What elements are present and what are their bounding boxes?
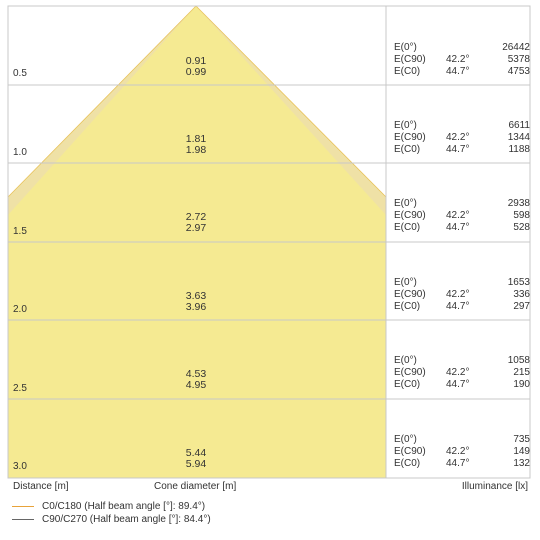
illuminance-block: E(0°) 2938 E(C90) 42.2° 598 E(C0) 44.7° 528 — [394, 198, 530, 234]
cone-diameter-c90: 2.97 — [185, 222, 207, 234]
distance-label: 1.5 — [13, 226, 27, 237]
ec0-angle: 44.7° — [446, 66, 470, 77]
illuminance-block: E(0°) 1653 E(C90) 42.2° 336 E(C0) 44.7° 297 — [394, 277, 530, 313]
ec0-value: 190 — [513, 379, 530, 390]
cone-diameter-values: 0.91 0.99 — [166, 56, 226, 78]
legend-text-c90-c270: C90/C270 (Half beam angle [°]: 84.4°) — [42, 514, 211, 525]
ec0-angle: 44.7° — [446, 222, 470, 233]
e0-label: E(0°) — [394, 120, 417, 131]
cone-diameter-values: 5.44 5.94 — [166, 448, 226, 470]
illuminance-block: E(0°) 735 E(C90) 42.2° 149 E(C0) 44.7° 132 — [394, 434, 530, 470]
e0-value: 1653 — [507, 277, 530, 288]
cone-edge-right-c0 — [195, 5, 387, 198]
e0-value: 1058 — [507, 355, 530, 366]
ec0-label: E(C0) — [394, 66, 421, 77]
cone-diameter-c90: 3.96 — [185, 301, 207, 313]
ec90-angle: 42.2° — [446, 446, 470, 457]
cone-diameter-values: 4.53 4.95 — [166, 369, 226, 391]
cone-diameter-c90: 4.95 — [185, 379, 207, 391]
ec90-value: 215 — [513, 367, 530, 378]
cone-diameter-c90: 0.99 — [185, 66, 207, 78]
distance-label: 1.0 — [13, 147, 27, 158]
cone-diameter-c0: 4.53 — [185, 368, 207, 380]
cone-diameter-c0: 2.72 — [185, 211, 207, 223]
distance-label: 0.5 — [13, 68, 27, 79]
ec90-angle: 42.2° — [446, 367, 470, 378]
ec90-value: 149 — [513, 446, 530, 457]
cone-diameter-c0: 0.91 — [185, 55, 207, 67]
e0-label: E(0°) — [394, 434, 417, 445]
e0-label: E(0°) — [394, 277, 417, 288]
ec90-label: E(C90) — [394, 54, 426, 65]
e0-label: E(0°) — [394, 198, 417, 209]
ec90-label: E(C90) — [394, 210, 426, 221]
ec90-angle: 42.2° — [446, 210, 470, 221]
e0-value: 6611 — [508, 120, 530, 131]
legend-item-c90-c270: C90/C270 (Half beam angle [°]: 84.4°) — [12, 514, 211, 526]
ec0-label: E(C0) — [394, 458, 421, 469]
e0-value: 26442 — [502, 42, 530, 53]
distance-axis-label: Distance [m] — [13, 481, 69, 492]
cone-diameter-values: 1.81 1.98 — [166, 134, 226, 156]
ec90-angle: 42.2° — [446, 54, 470, 65]
cone-edge-left-c0 — [7, 5, 197, 198]
ec0-value: 528 — [513, 222, 530, 233]
distance-label: 2.5 — [13, 383, 27, 394]
ec90-label: E(C90) — [394, 289, 426, 300]
ec0-angle: 44.7° — [446, 144, 470, 155]
cone-diameter-values: 2.72 2.97 — [166, 212, 226, 234]
ec90-value: 336 — [513, 289, 530, 300]
cone-diameter-c90: 1.98 — [185, 144, 207, 156]
ec0-value: 4753 — [507, 66, 530, 77]
ec0-label: E(C0) — [394, 222, 421, 233]
legend-swatch-c90-c270 — [12, 518, 34, 520]
e0-label: E(0°) — [394, 42, 417, 53]
ec90-angle: 42.2° — [446, 132, 470, 143]
ec0-label: E(C0) — [394, 144, 421, 155]
ec90-value: 1344 — [507, 132, 530, 143]
illuminance-block: E(0°) 6611 E(C90) 42.2° 1344 E(C0) 44.7° 1188 — [394, 120, 530, 156]
cone-axis-label: Cone diameter [m] — [154, 481, 237, 492]
illuminance-block: E(0°) 1058 E(C90) 42.2° 215 E(C0) 44.7° 190 — [394, 355, 530, 391]
ec0-label: E(C0) — [394, 301, 421, 312]
legend-swatch-c0-c180 — [12, 505, 34, 507]
e0-value: 735 — [513, 434, 530, 445]
e0-value: 2938 — [507, 198, 530, 209]
ec0-angle: 44.7° — [446, 301, 470, 312]
ec0-angle: 44.7° — [446, 379, 470, 390]
ec0-value: 297 — [513, 301, 530, 312]
cone-diameter-c0: 1.81 — [185, 133, 207, 145]
illuminance-block: E(0°) 26442 E(C90) 42.2° 5378 E(C0) 44.7° 475… — [394, 42, 530, 78]
e0-label: E(0°) — [394, 355, 417, 366]
ec0-value: 1188 — [508, 144, 530, 155]
cone-diameter-c0: 5.44 — [185, 447, 207, 459]
ec90-value: 598 — [513, 210, 530, 221]
ec0-angle: 44.7° — [446, 458, 470, 469]
distance-label: 3.0 — [13, 461, 27, 472]
cone-diameter-values: 3.63 3.96 — [166, 291, 226, 313]
cone-diameter-c90: 5.94 — [185, 458, 207, 470]
legend-text-c0-c180: C0/C180 (Half beam angle [°]: 89.4°) — [42, 501, 206, 512]
cone-diameter-c0: 3.63 — [185, 290, 207, 302]
ec0-label: E(C0) — [394, 379, 421, 390]
ec90-label: E(C90) — [394, 446, 426, 457]
legend-item-c0-c180: C0/C180 (Half beam angle [°]: 89.4°) — [12, 501, 205, 513]
ec90-angle: 42.2° — [446, 289, 470, 300]
ec90-value: 5378 — [507, 54, 530, 65]
illuminance-axis-label: Illuminance [lx] — [461, 481, 528, 492]
ec90-label: E(C90) — [394, 132, 426, 143]
ec90-label: E(C90) — [394, 367, 426, 378]
ec0-value: 132 — [513, 458, 530, 469]
distance-label: 2.0 — [13, 304, 27, 315]
